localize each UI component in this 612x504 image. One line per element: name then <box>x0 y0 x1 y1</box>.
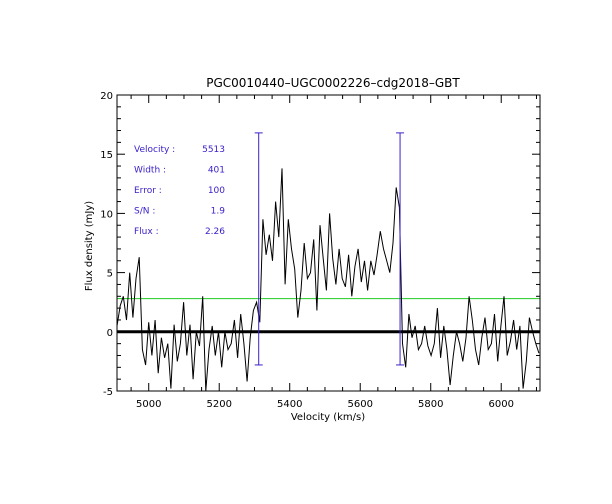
y-axis-label: Flux density (mJy) <box>84 201 95 291</box>
x-tick-label: 5600 <box>347 399 372 410</box>
x-tick-label: 5200 <box>206 399 231 410</box>
annotation-value: 5513 <box>202 145 225 155</box>
y-tick-label: 10 <box>100 209 113 220</box>
y-tick-label: 0 <box>107 328 113 339</box>
spectrum-line <box>116 168 540 392</box>
x-tick-label: 5000 <box>136 399 161 410</box>
annotation-value: 100 <box>208 186 225 196</box>
y-tick-label: 20 <box>100 91 113 102</box>
x-tick-label: 5800 <box>418 399 443 410</box>
x-axis-label: Velocity (km/s) <box>291 412 365 423</box>
chart-title: PGC0010440–UGC0002226–cdg2018–GBT <box>206 76 460 90</box>
annotation-label: Error : <box>134 186 162 196</box>
annotation-label: Width : <box>134 166 166 176</box>
annotation-label: Flux : <box>134 227 159 237</box>
annotation-value: 401 <box>208 166 225 176</box>
y-tick-label: -5 <box>103 387 113 398</box>
annotation-value: 1.9 <box>211 207 226 217</box>
x-tick-label: 6000 <box>488 399 513 410</box>
plot-frame <box>116 94 541 392</box>
annotation-label: Velocity : <box>134 145 175 155</box>
y-tick-label: 15 <box>100 150 113 161</box>
y-tick-label: 5 <box>107 269 113 280</box>
x-tick-label: 5400 <box>277 399 302 410</box>
annotation-value: 2.26 <box>205 227 225 237</box>
annotation-label: S/N : <box>134 207 155 217</box>
